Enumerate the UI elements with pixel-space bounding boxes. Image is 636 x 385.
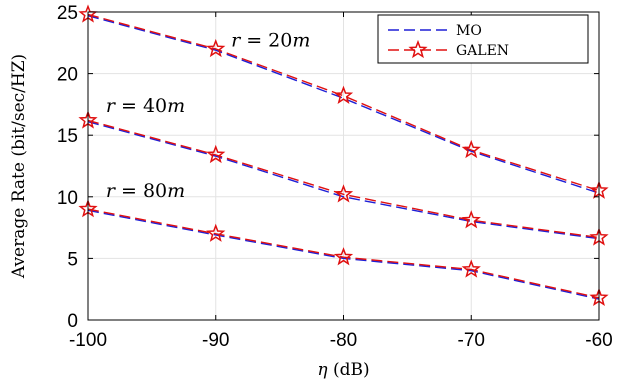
annotations: r = 20m r = 40m r = 80m: [106, 29, 311, 201]
axis-ticks: -100 -90 -80 -70 -60 0 5 10 15 20 25: [57, 3, 613, 351]
x-axis-symbol: η: [317, 360, 328, 380]
x-tick-label: -100: [69, 330, 107, 351]
series-line-galen: [87, 119, 600, 239]
annotation-label: r = 40m: [106, 95, 185, 117]
series-line-mo: [87, 15, 600, 194]
star-marker: [461, 259, 481, 278]
legend-label: MO: [456, 23, 482, 39]
x-axis-unit: (dB): [328, 360, 370, 380]
series-group: [78, 4, 609, 307]
annotation-label: r = 20m: [231, 29, 310, 51]
y-tick-label: 25: [57, 3, 78, 24]
y-axis-label: Average Rate (bit/sec/HZ): [9, 54, 29, 279]
legend: MO GALEN: [377, 14, 589, 64]
star-marker: [206, 38, 226, 58]
y-tick-label: 0: [67, 311, 78, 332]
x-axis-label: η (dB): [317, 360, 369, 380]
annotation-label: r = 80m: [106, 180, 185, 202]
y-tick-label: 20: [57, 65, 78, 86]
star-marker: [206, 144, 226, 164]
x-tick-label: -90: [202, 330, 229, 351]
series-line-mo: [87, 120, 600, 240]
star-marker: [461, 139, 481, 159]
y-tick-label: 15: [57, 126, 78, 147]
series-line-mo: [87, 209, 600, 300]
y-tick-label: 5: [67, 249, 78, 270]
series-line-galen: [87, 208, 600, 299]
legend-label: GALEN: [456, 43, 509, 59]
star-marker: [461, 210, 481, 229]
x-tick-label: -80: [330, 330, 357, 351]
series-line-galen: [87, 13, 600, 192]
star-marker: [333, 85, 354, 104]
x-tick-label: -70: [458, 330, 485, 351]
y-tick-label: 10: [57, 188, 78, 209]
legend-star-marker: [408, 39, 428, 59]
star-marker: [333, 184, 354, 203]
star-marker: [206, 223, 226, 242]
x-tick-label: -60: [585, 330, 612, 351]
star-marker: [333, 247, 354, 266]
